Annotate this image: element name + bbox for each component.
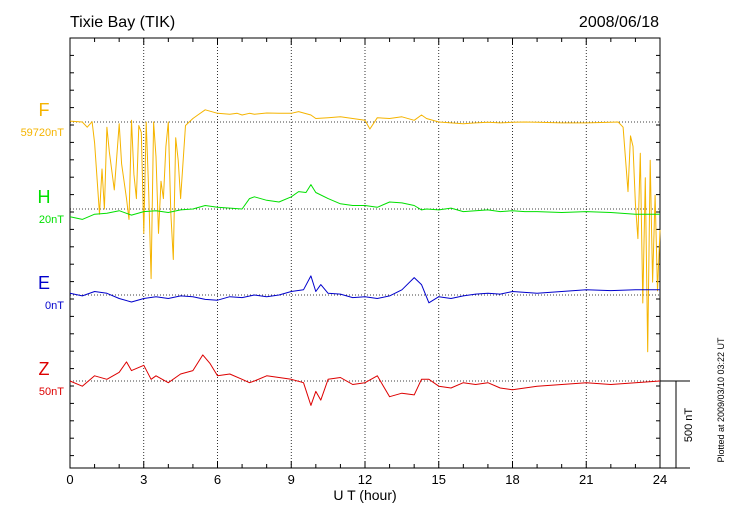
x-tick-labels: 0 3 6 9 12 15 18 21 24 xyxy=(66,472,667,487)
x-tick-label: 3 xyxy=(140,472,147,487)
x-tick-label: 18 xyxy=(505,472,519,487)
x-tick-label: 6 xyxy=(214,472,221,487)
series-e-line xyxy=(69,275,660,304)
grid xyxy=(70,38,660,468)
x-tick-label: 9 xyxy=(288,472,295,487)
plot-frame xyxy=(69,37,661,469)
x-axis-label: U T (hour) xyxy=(333,487,396,503)
x-tick-label: 12 xyxy=(358,472,372,487)
chart-title: Tixie Bay (TIK) xyxy=(70,14,175,31)
series-h-baseline-label: 20nT xyxy=(39,214,64,226)
series-labels: F 59720nT H 20nT E 0nT Z 50nT xyxy=(21,100,65,398)
x-tick-label: 15 xyxy=(432,472,446,487)
series-e-baseline-label: 0nT xyxy=(45,300,64,312)
scale-bar-label: 500 nT xyxy=(683,408,695,443)
x-tick-label: 24 xyxy=(653,472,667,487)
axis-ticks xyxy=(69,38,661,468)
series-h-line xyxy=(69,184,660,220)
series-h-letter: H xyxy=(38,187,51,207)
x-tick-label: 0 xyxy=(66,472,73,487)
series-f-baseline-label: 59720nT xyxy=(21,127,65,139)
series-lines xyxy=(69,109,661,406)
scale-bar: 500 nT xyxy=(660,380,695,469)
series-f-line xyxy=(69,109,661,353)
series-z-letter: Z xyxy=(39,359,50,379)
series-z-line xyxy=(69,354,661,406)
series-e-letter: E xyxy=(38,273,50,293)
x-tick-label: 21 xyxy=(579,472,593,487)
chart-date: 2008/06/18 xyxy=(579,14,659,31)
series-z-baseline-label: 50nT xyxy=(39,386,64,398)
plotted-timestamp: Plotted at 2009/03/10 03:22 UT xyxy=(716,337,726,463)
series-f-letter: F xyxy=(39,100,50,120)
